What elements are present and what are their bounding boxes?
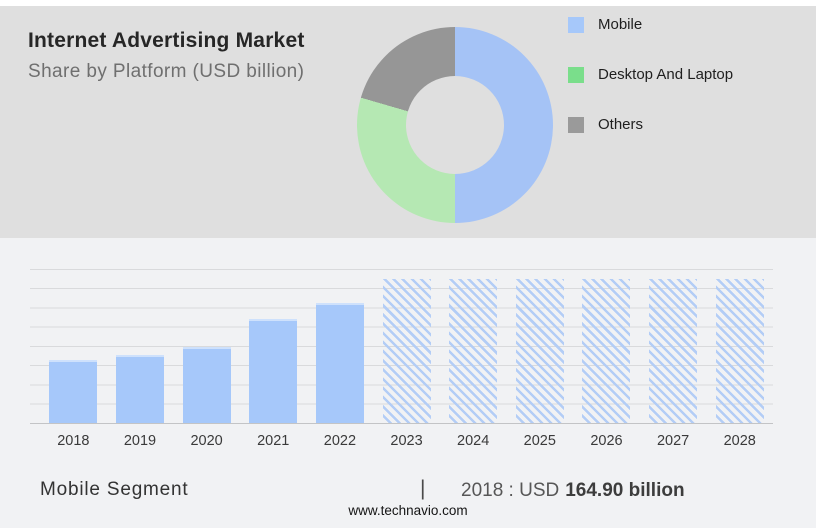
bar-slot-2028 [706,269,773,423]
bar-2026-forecast [582,278,631,423]
donut-hole [406,76,504,174]
x-axis-label-2022: 2022 [323,433,357,449]
donut-chart [357,27,553,223]
bar-2021 [249,319,298,423]
bar-2024-forecast [449,278,498,423]
bar-slot-2026 [573,269,640,423]
segment-label: Mobile Segment [40,479,189,500]
legend-label: Others [598,116,644,133]
segment-value-bold: 164.90 billion [565,480,685,501]
bar-2020 [182,346,231,423]
x-axis-label-2023: 2023 [390,433,423,449]
x-axis-label-2028: 2028 [723,433,756,449]
segment-value-prefix: 2018 : USD [461,480,560,501]
x-axis-label-2021: 2021 [257,433,290,449]
x-axis-label-2020: 2020 [190,433,223,449]
bar-slot-2025 [506,269,573,423]
legend-swatch [568,117,584,133]
top-panel: Internet Advertising Market Share by Pla… [0,6,816,238]
page-subtitle: Share by Platform (USD billion) [28,61,305,82]
bar-2023-forecast [382,278,431,423]
bar-slot-2027 [640,269,707,423]
bar-slot-2021 [240,269,307,423]
x-axis-label-2019: 2019 [123,433,157,449]
legend-item-others: Others [568,117,733,133]
bar-slot-2023 [373,269,440,423]
x-axis-labels: 2018 2019 2020 2021 2022 2023 2024 2025 2026 2027… [40,433,773,449]
bar-slot-2020 [173,269,240,423]
bar-2028-forecast [715,278,764,423]
bar-2025-forecast [515,278,564,423]
x-axis-label-2024: 2024 [457,433,490,449]
donut-legend: Mobile Desktop And Laptop Others [568,17,733,133]
legend-item-desktop-and-laptop: Desktop And Laptop [568,67,733,83]
x-axis-label-2018: 2018 [57,433,90,449]
website-url: www.technavio.com [348,503,468,518]
segment-value: 2018 : USD 164.90 billion [461,480,685,502]
bar-2019 [115,354,164,423]
legend-label: Desktop And Laptop [598,66,734,83]
page-title: Internet Advertising Market [28,29,305,52]
x-axis-label-2025: 2025 [523,433,556,449]
legend-item-mobile: Mobile [568,17,733,33]
bar-chart-panel: 2018 2019 2020 2021 2022 2023 2024 2025 2026 2027… [0,238,816,528]
legend-swatch [568,67,584,83]
x-axis-label-2026: 2026 [590,433,623,449]
bar-2022 [315,302,364,423]
bar-2018 [49,359,98,423]
legend-swatch [568,17,584,33]
legend-label: Mobile [598,16,643,33]
bars-row [40,269,773,423]
caption-divider: | [420,477,426,500]
x-axis-label-2027: 2027 [656,433,690,449]
bar-slot-2022 [307,269,374,423]
bar-slot-2024 [440,269,507,423]
bar-2027-forecast [649,278,698,423]
bar-slot-2018 [40,269,107,423]
bar-chart-plot-area [30,269,773,424]
bar-slot-2019 [107,269,174,423]
